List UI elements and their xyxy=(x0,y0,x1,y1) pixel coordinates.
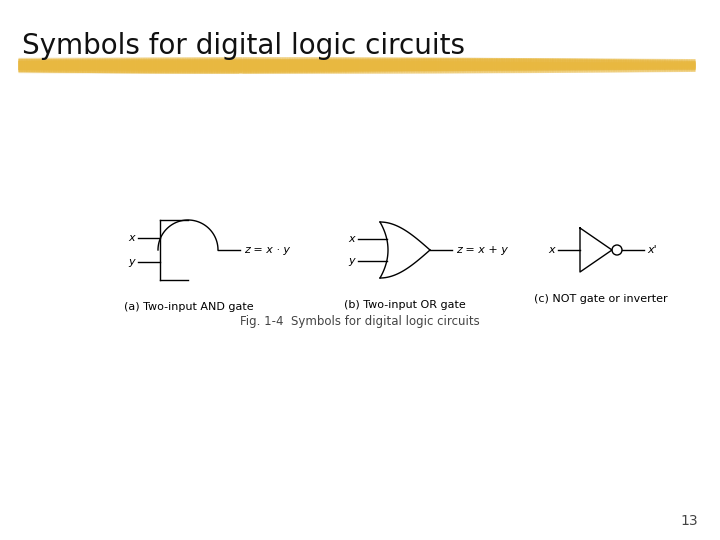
Text: x': x' xyxy=(647,245,657,255)
Text: x: x xyxy=(128,233,135,243)
Text: x: x xyxy=(549,245,555,255)
Text: (c) NOT gate or inverter: (c) NOT gate or inverter xyxy=(534,294,668,304)
Text: x: x xyxy=(348,234,355,244)
Text: y: y xyxy=(128,257,135,267)
Text: (a) Two-input AND gate: (a) Two-input AND gate xyxy=(124,302,254,312)
Text: z = x + y: z = x + y xyxy=(456,245,508,255)
Text: z = x · y: z = x · y xyxy=(244,245,290,255)
Text: y: y xyxy=(348,256,355,266)
Text: 13: 13 xyxy=(680,514,698,528)
Text: Symbols for digital logic circuits: Symbols for digital logic circuits xyxy=(22,32,465,60)
Text: (b) Two-input OR gate: (b) Two-input OR gate xyxy=(344,300,466,310)
Text: Fig. 1-4  Symbols for digital logic circuits: Fig. 1-4 Symbols for digital logic circu… xyxy=(240,315,480,328)
